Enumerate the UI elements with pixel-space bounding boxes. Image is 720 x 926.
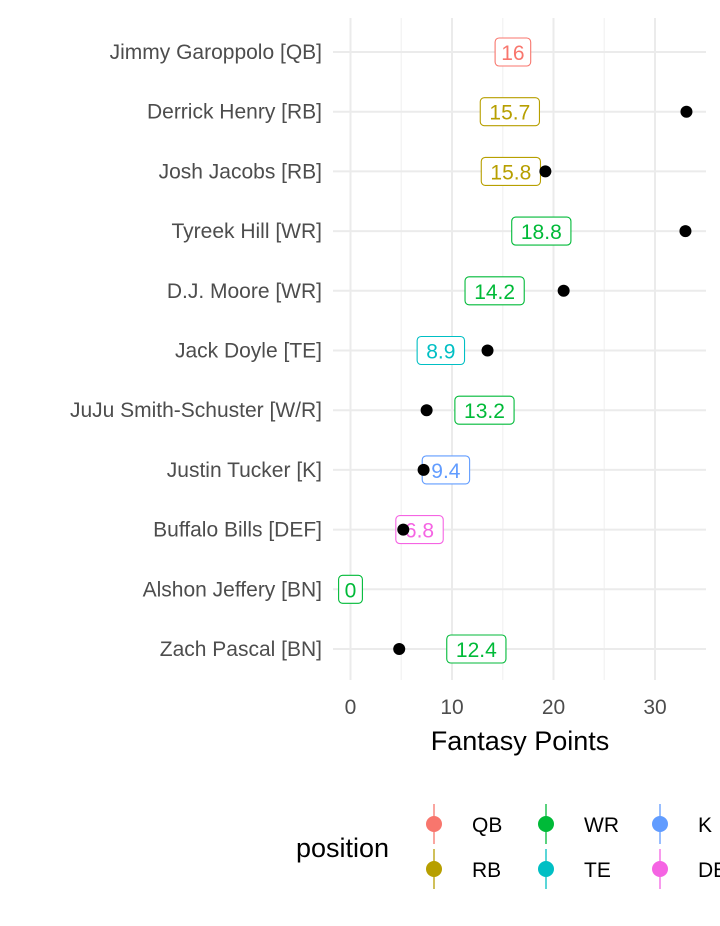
projection-label: 8.9 [416, 335, 466, 366]
projection-labels: 16 15.7 15.8 18.8 14.2 8.9 13.2 9.4 6.8 0 12.4 [338, 37, 572, 664]
actual-point [481, 344, 494, 357]
y-tick-label: Jack Doyle [TE] [175, 340, 322, 363]
projection-label: 18.8 [511, 216, 572, 246]
projection-label-text: 12.4 [456, 639, 497, 662]
y-tick-label: Josh Jacobs [RB] [159, 160, 322, 183]
legend-key: TE [538, 849, 611, 889]
projection-label-box [511, 216, 572, 246]
y-tick-label: Derrick Henry [RB] [147, 101, 322, 124]
legend: position QB WR K RB TE DEF [296, 804, 720, 889]
actual-point [557, 284, 570, 297]
legend-label: DEF [698, 859, 720, 882]
x-tick-labels: 0 10 20 30 [345, 696, 667, 719]
projection-label-text: 9.4 [431, 460, 461, 483]
actual-point [397, 523, 410, 536]
legend-key-dot [538, 816, 554, 832]
projection-label-box [446, 634, 507, 664]
legend-label: K [698, 814, 712, 837]
y-tick-labels: Jimmy Garoppolo [QB] Derrick Henry [RB] Jo… [70, 41, 322, 661]
legend-key-dot [652, 816, 668, 832]
x-tick-label: 20 [542, 696, 565, 719]
legend-key-dot [426, 816, 442, 832]
actual-points [393, 105, 693, 655]
projection-label-box [464, 276, 525, 306]
projection-label-text: 8.9 [426, 341, 455, 364]
projection-label: 9.4 [421, 455, 471, 485]
projection-label-text: 15.7 [489, 102, 530, 125]
actual-point [679, 225, 692, 238]
legend-key-dot [538, 861, 554, 877]
projection-label: 0 [338, 574, 363, 604]
legend-key: WR [538, 804, 619, 844]
y-tick-label: JuJu Smith-Schuster [W/R] [70, 399, 322, 422]
projection-label-box [338, 574, 363, 604]
legend-key: QB [426, 804, 502, 844]
y-tick-label: Buffalo Bills [DEF] [153, 519, 322, 542]
actual-point [680, 105, 693, 118]
legend-label: QB [472, 814, 502, 837]
projection-label: 12.4 [446, 634, 507, 664]
y-tick-label: Jimmy Garoppolo [QB] [110, 41, 322, 64]
projection-label-text: 14.2 [474, 281, 515, 304]
projection-label: 15.7 [479, 97, 541, 127]
y-tick-label: Tyreek Hill [WR] [171, 220, 322, 243]
legend-key: DEF [652, 849, 720, 889]
projection-label-box [494, 37, 532, 67]
projection-label-text: 15.8 [490, 161, 531, 184]
projection-label: 16 [494, 37, 532, 67]
projection-label-box [416, 335, 466, 366]
actual-point [420, 404, 433, 417]
projection-label-text: 0 [345, 579, 357, 602]
x-tick-label: 30 [643, 696, 666, 719]
x-tick-label: 0 [345, 696, 357, 719]
x-tick-label: 10 [440, 696, 463, 719]
x-axis-title: Fantasy Points [431, 726, 610, 756]
legend-key: RB [426, 849, 501, 889]
projection-label-box [479, 97, 541, 127]
projection-label: 15.8 [480, 156, 542, 186]
projection-label-text: 13.2 [464, 400, 505, 423]
legend-label: WR [584, 814, 619, 837]
y-tick-label: Justin Tucker [K] [167, 459, 322, 482]
actual-point [417, 463, 430, 476]
projection-label: 13.2 [454, 395, 515, 425]
projection-label: 14.2 [464, 276, 525, 306]
projection-label: 6.8 [395, 515, 444, 545]
projection-label-box [454, 395, 515, 425]
y-tick-label: D.J. Moore [WR] [167, 280, 322, 303]
legend-label: RB [472, 859, 501, 882]
legend-key-dot [652, 861, 668, 877]
actual-point [393, 643, 406, 655]
legend-key-dot [426, 861, 442, 877]
projection-label-text: 18.8 [521, 221, 562, 244]
y-tick-label: Zach Pascal [BN] [160, 638, 322, 661]
legend-title: position [296, 833, 389, 863]
projection-label-box [395, 515, 444, 545]
legend-key: K [652, 804, 712, 844]
projection-label-text: 16 [501, 42, 524, 65]
y-tick-label: Alshon Jeffery [BN] [143, 578, 322, 601]
projection-label-text: 6.8 [405, 520, 434, 543]
legend-label: TE [584, 859, 611, 882]
actual-point [539, 165, 552, 178]
